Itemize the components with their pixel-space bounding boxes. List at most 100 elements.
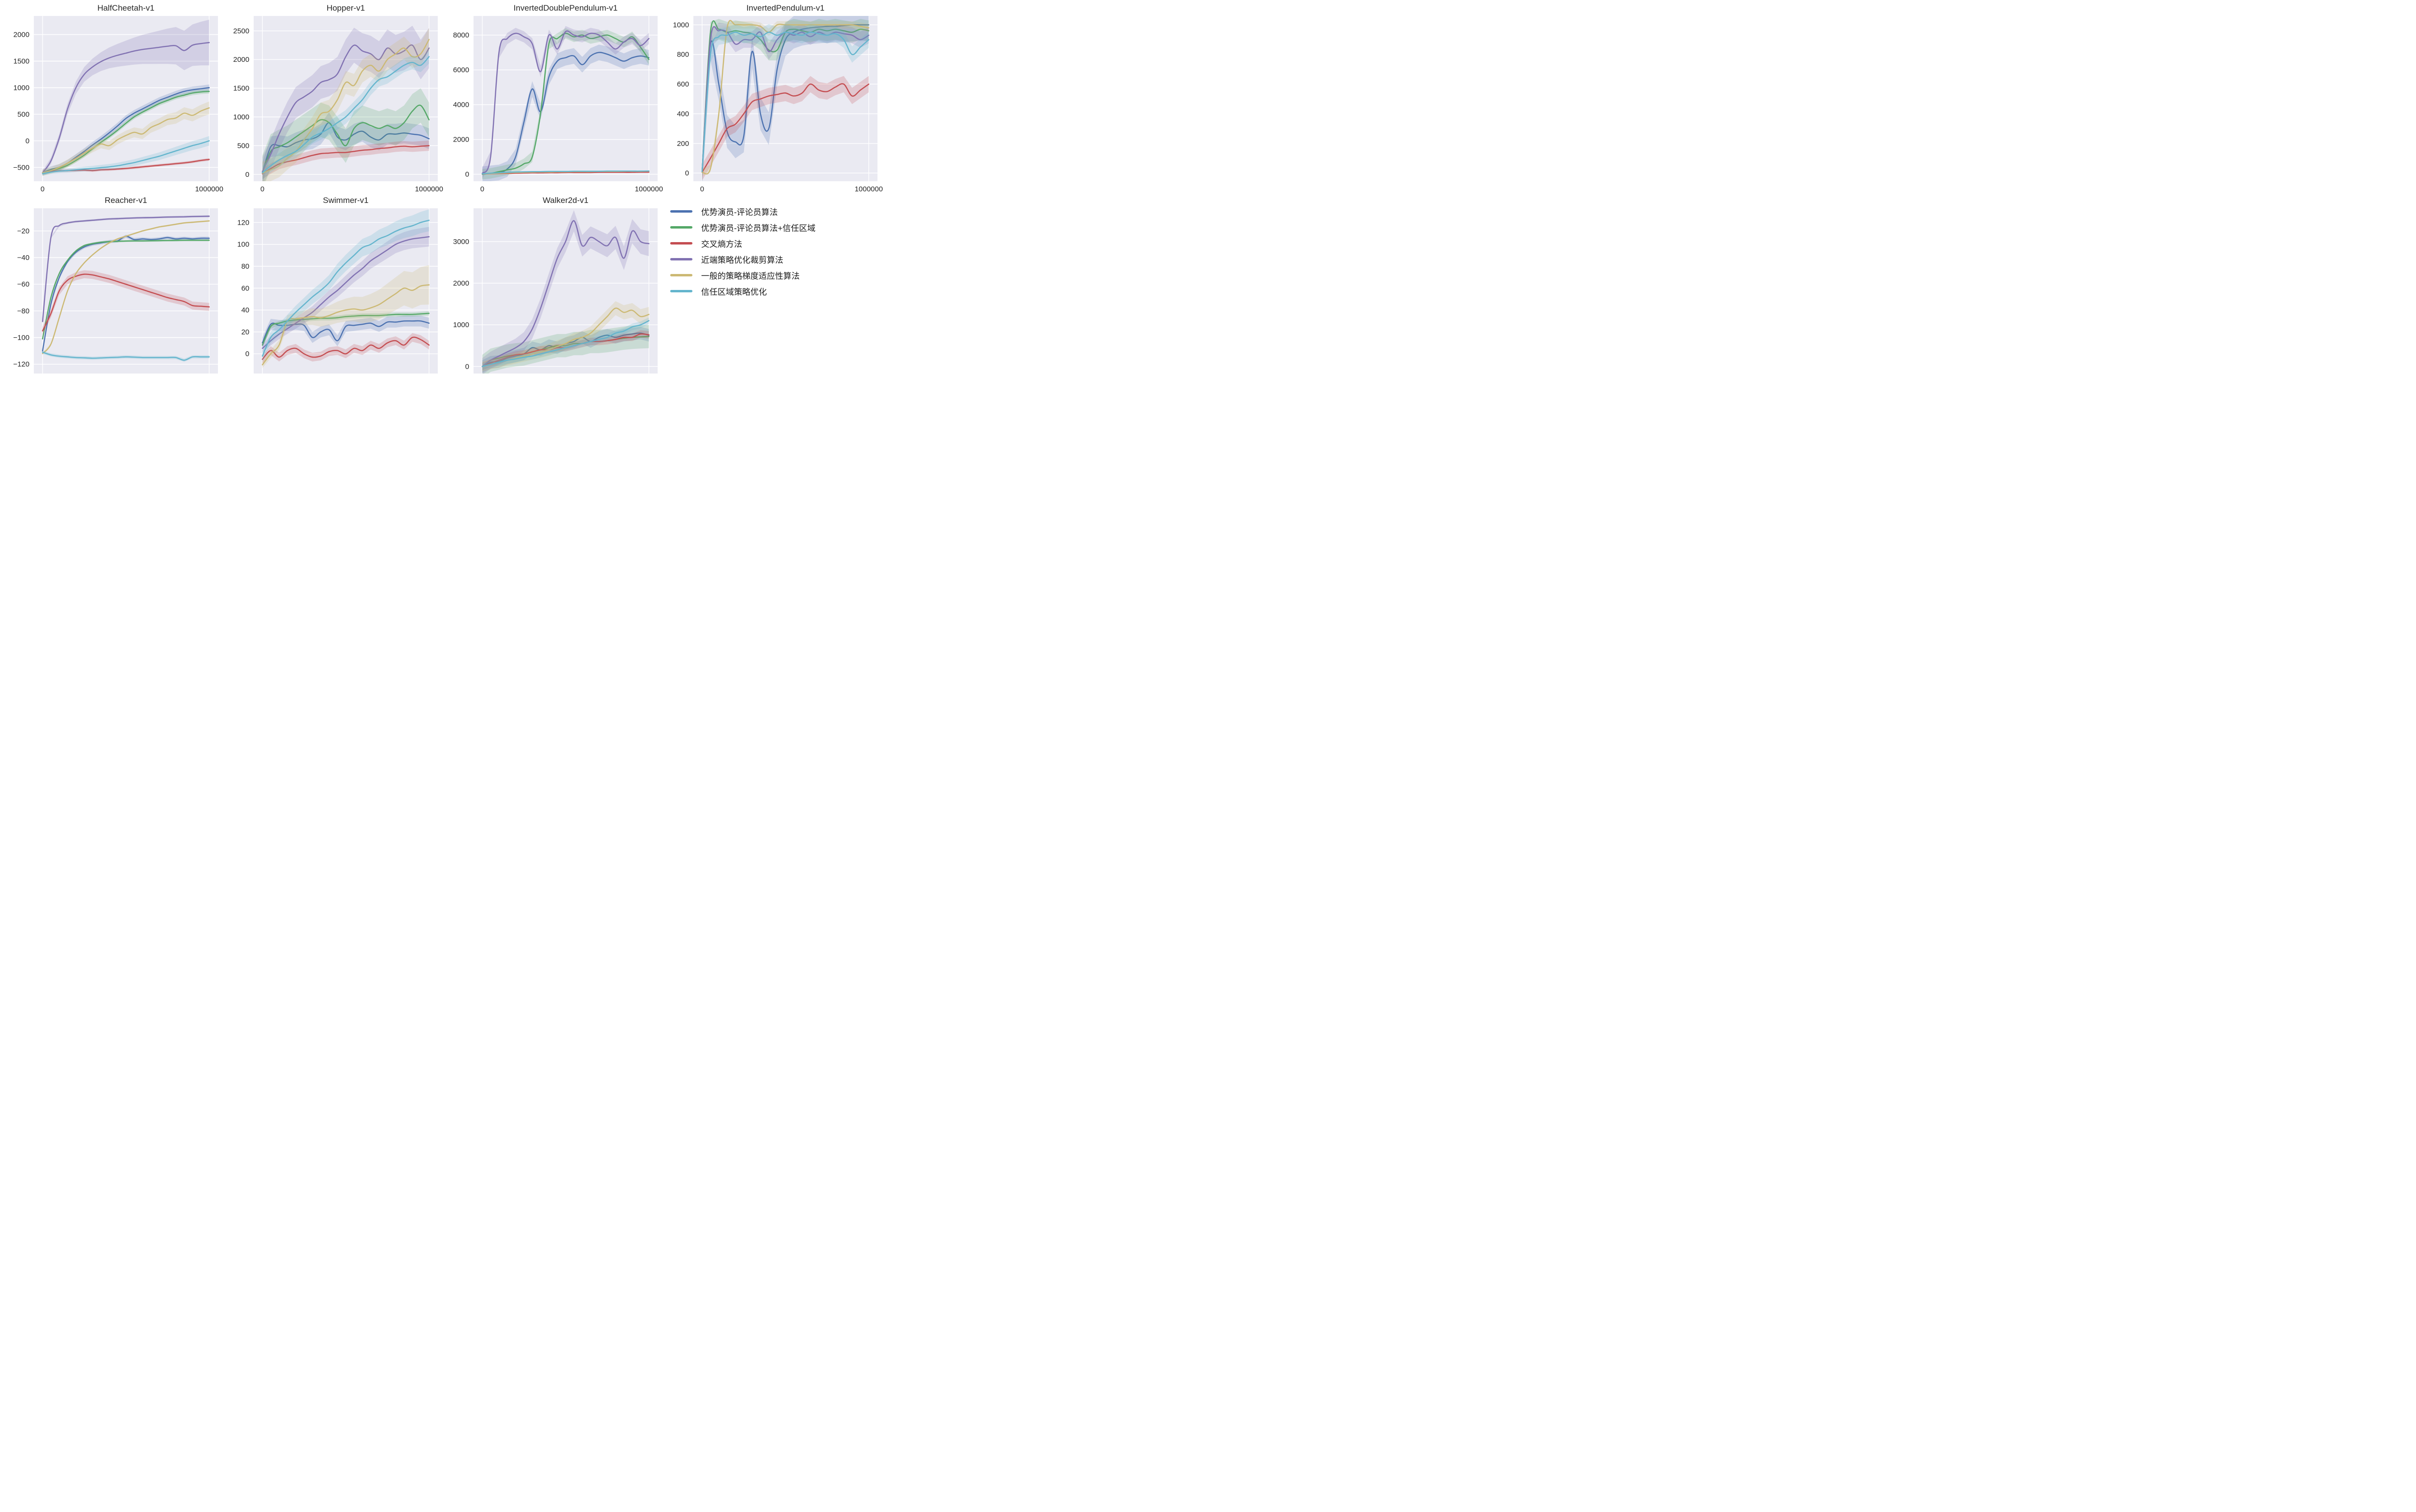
series-vpg [42, 220, 210, 355]
series-ppo-band [262, 227, 429, 353]
chart-reacher: Reacher-v1 −120 −100 −80 −60 −40 −20 0 1000000 [4, 195, 224, 378]
y-tick-label: −100 [13, 334, 29, 342]
tick-labels: 0 200 400 600 800 1000 0 1000000 [673, 21, 883, 193]
series-trpo-line [42, 351, 210, 361]
series-cem [481, 172, 650, 175]
y-tick-label: 500 [17, 110, 29, 118]
y-tick-label: 0 [245, 171, 249, 179]
series-vpg-line [42, 107, 210, 173]
plot-background [693, 16, 877, 181]
series-vpg [42, 101, 210, 176]
x-tick-label: 1000000 [635, 185, 663, 193]
legend-item-a2c: 优势演员-评论员算法 [670, 206, 883, 217]
grid-lines [254, 208, 438, 374]
series-trpo-line [701, 31, 870, 173]
legend-label-trpo: 信任区域策略优化 [701, 287, 767, 297]
y-tick-label: 400 [677, 110, 689, 118]
series-trpo [261, 209, 430, 362]
y-tick-label: 2000 [453, 136, 469, 144]
legend-item-vpg: 一般的策略梯度适应性算法 [670, 270, 883, 281]
series-cem [42, 270, 210, 335]
series-a2c-band [482, 44, 649, 181]
legend-line-icon [670, 289, 692, 292]
legend-label-cem: 交叉熵方法 [701, 239, 742, 249]
chart-title-swimmer: Swimmer-v1 [323, 196, 369, 205]
chart-title-inverteddoublependulum: InvertedDoublePendulum-v1 [513, 3, 618, 13]
y-tick-label: 2000 [233, 56, 249, 64]
series-cem-line [481, 172, 650, 175]
invertedpendulum-plot: 0 200 400 600 800 1000 0 1000000 [673, 16, 883, 193]
legend-item-cem: 交叉熵方法 [670, 238, 883, 249]
series-trpo-line [481, 320, 650, 367]
legend-line-icon [670, 226, 692, 229]
series-cem-line [701, 83, 870, 173]
series-cem [701, 76, 870, 181]
tick-labels: −500 0 500 1000 1500 2000 0 1000000 [13, 31, 223, 194]
y-tick-label: −80 [17, 307, 29, 315]
series-trpo [481, 317, 650, 370]
y-tick-label: 40 [241, 306, 249, 315]
series-trpo [42, 350, 210, 362]
y-tick-label: 800 [677, 51, 689, 59]
x-tick-label: 1000000 [855, 185, 883, 193]
series-trpo-band [702, 24, 869, 180]
y-tick-label: 500 [237, 142, 249, 150]
y-tick-label: 80 [241, 262, 249, 271]
series-ppo [261, 26, 430, 181]
series-vpg-band [262, 28, 429, 181]
legend-item-ppo: 近端策略优化裁剪算法 [670, 254, 883, 265]
y-tick-label: −60 [17, 280, 29, 288]
series-trpo-band [43, 350, 209, 362]
series-ppo [42, 19, 210, 175]
series-ppo-band [482, 210, 649, 374]
row-2: Reacher-v1 −120−100−80−60−40−2001000000 … [0, 195, 916, 378]
legend-label-ppo: 近端策略优化裁剪算法 [701, 255, 783, 265]
series-trpo-band [482, 317, 649, 370]
series-cem-line [261, 336, 430, 360]
series-acktr [42, 239, 210, 340]
series-acktr-band [262, 88, 429, 181]
chart-title-halfcheetah: HalfCheetah-v1 [97, 3, 155, 13]
series-acktr-line [42, 239, 210, 340]
series-vpg [261, 28, 430, 181]
y-tick-label: 120 [237, 218, 249, 227]
legend: 优势演员-评论员算法 优势演员-评论员算法+信任区域 交叉熵方法 近端策略优化裁… [670, 195, 883, 302]
x-tick-label: 0 [260, 185, 264, 193]
series-ppo-band [43, 19, 209, 175]
legend-label-acktr: 优势演员-评论员算法+信任区域 [701, 223, 816, 233]
y-tick-label: 8000 [453, 31, 469, 40]
y-tick-label: 3000 [453, 238, 469, 246]
series-trpo [481, 170, 650, 174]
grid-lines [474, 208, 658, 374]
chart-title-walker2d: Walker2d-v1 [543, 196, 589, 205]
y-tick-label: 0 [26, 137, 29, 145]
series-cem-band [43, 270, 209, 335]
tick-labels: 0 20 40 60 80 100 120 0 1000000 [237, 218, 443, 378]
figure-canvas: HalfCheetah-v1 −500 0 500 1000 1500 2000 0 1000… [0, 0, 916, 378]
tick-labels: 0 1000 2000 3000 0 1000000 [453, 238, 663, 378]
grid-lines [254, 16, 438, 181]
series-vpg-band [482, 301, 649, 372]
series-ppo [42, 215, 210, 323]
grid-lines [474, 16, 658, 181]
y-tick-label: 0 [245, 350, 249, 358]
series-acktr-line [481, 336, 650, 367]
series-a2c [261, 316, 430, 348]
legend-item-trpo: 信任区域策略优化 [670, 286, 883, 297]
series-ppo [701, 22, 870, 180]
series-a2c-line [261, 122, 430, 173]
series-trpo [261, 50, 430, 180]
y-tick-label: 1000 [453, 321, 469, 329]
y-tick-label: 2500 [233, 27, 249, 35]
x-tick-label: 0 [480, 377, 484, 378]
series-a2c [701, 16, 870, 181]
y-tick-label: 1000 [233, 113, 249, 121]
series-trpo-band [262, 50, 429, 180]
y-tick-label: 1500 [233, 85, 249, 93]
series-cem-band [262, 140, 429, 179]
x-tick-label: 1000000 [195, 377, 223, 378]
series-ppo-line [261, 236, 430, 349]
series-acktr-line [481, 32, 650, 175]
chart-title-hopper: Hopper-v1 [326, 3, 365, 13]
legend-line-icon [670, 242, 692, 245]
